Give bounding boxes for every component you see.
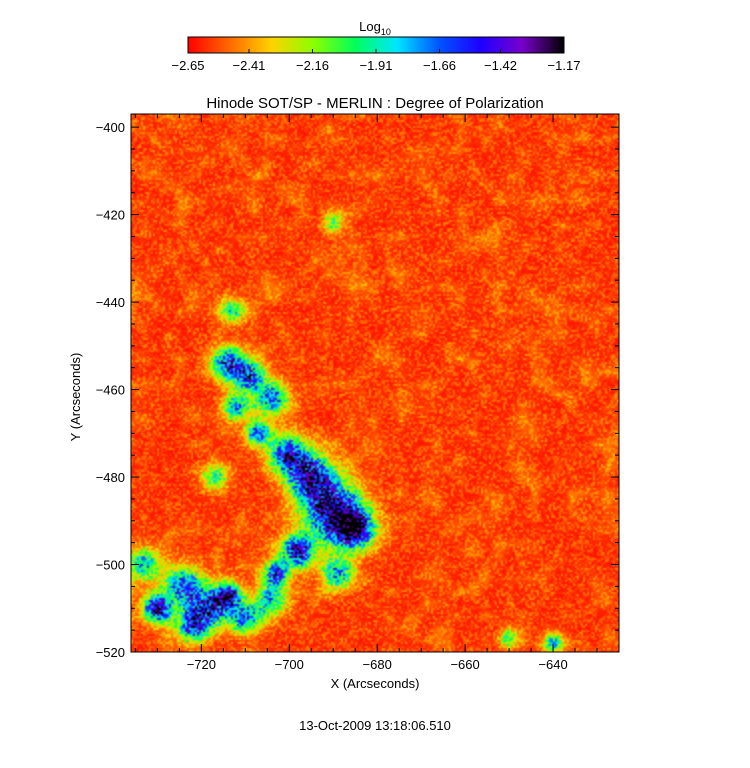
y-tick-label: −460 — [96, 383, 125, 398]
colorbar-tick-label: −2.65 — [172, 58, 205, 73]
timestamp: 13-Oct-2009 13:18:06.510 — [299, 718, 451, 733]
y-axis: −400 −420 −440 −460 −480 −500 −520 — [96, 120, 619, 660]
x-axis: −720 −700 −680 −660 −640 — [134, 114, 620, 672]
x-tick-label: −660 — [450, 657, 479, 672]
y-tick-label: −400 — [96, 120, 125, 135]
x-tick-label: −640 — [538, 657, 567, 672]
colorbar-tick-label: −1.66 — [423, 58, 456, 73]
y-tick-label: −440 — [96, 295, 125, 310]
colorbar-tick-label: −1.17 — [548, 58, 581, 73]
y-tick-label: −480 — [96, 470, 125, 485]
colorbar-tick-label: −1.91 — [360, 58, 393, 73]
colorbar-tick-label: −2.41 — [233, 58, 266, 73]
plot-frame — [130, 113, 620, 653]
heatmap-plot-area — [130, 113, 620, 653]
colorbar-tick-label: −1.42 — [484, 58, 517, 73]
y-tick-label: −500 — [96, 558, 125, 573]
chart-title: Hinode SOT/SP - MERLIN : Degree of Polar… — [206, 95, 543, 112]
colorbar-label: Log10 — [359, 19, 391, 37]
colorbar-tick-label: −2.16 — [296, 58, 329, 73]
x-tick-label: −680 — [363, 657, 392, 672]
y-tick-label: −520 — [96, 645, 125, 660]
colorbar: Log10 −2.65 −2.41 −2.16 −1.91 −1.66 −1.42 −1.1… — [172, 19, 581, 73]
y-tick-label: −420 — [96, 208, 125, 223]
x-axis-title: X (Arcseconds) — [331, 676, 420, 691]
x-tick-label: −720 — [187, 657, 216, 672]
x-tick-label: −700 — [275, 657, 304, 672]
y-axis-title: Y (Arcseconds) — [68, 353, 83, 442]
heatmap-image — [131, 114, 619, 652]
